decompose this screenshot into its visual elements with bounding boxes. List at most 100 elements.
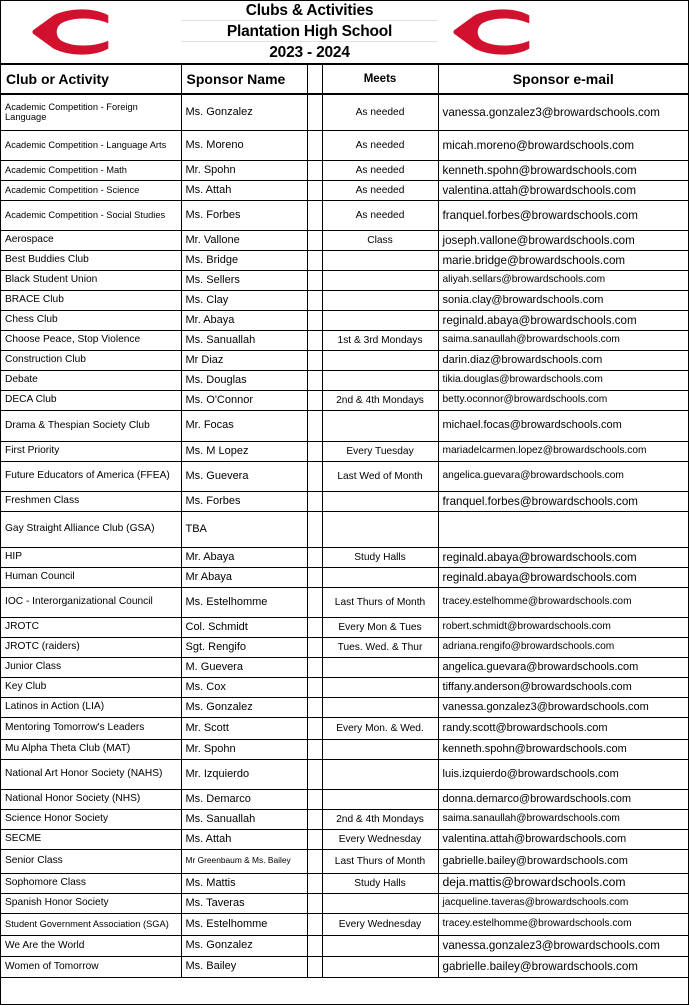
cell-meets — [322, 370, 439, 391]
table-row: Mu Alpha Theta Club (MAT) Mr. Spohn kennet… — [1, 739, 689, 760]
table-row: DECA Club Ms. O'Connor 2nd & 4th Mondays be… — [1, 390, 689, 411]
cell-spacer — [307, 657, 323, 678]
cell-club: First Priority — [1, 441, 182, 462]
cell-meets — [322, 697, 439, 718]
cell-club: SECME — [1, 829, 182, 850]
cell-spacer — [307, 130, 323, 161]
table-row: Drama & Thespian Society Club Mr. Focas mi… — [1, 410, 689, 442]
table-row: Freshmen Class Ms. Forbes franquel.forbes@… — [1, 491, 689, 512]
cell-sponsor: Ms. Gonzalez — [181, 94, 308, 131]
table-row: Science Honor Society Ms. Sanuallah 2nd & … — [1, 809, 689, 830]
cell-meets — [322, 491, 439, 512]
cell-sponsor: Ms. Forbes — [181, 491, 308, 512]
cell-club: DECA Club — [1, 390, 182, 411]
cell-email: reginald.abaya@browardschools.com — [438, 310, 689, 331]
cell-club: IOC - Interorganizational Council — [1, 587, 182, 618]
cell-meets — [322, 935, 439, 957]
cell-spacer — [307, 913, 323, 936]
cell-email: michael.focas@browardschools.com — [438, 410, 689, 442]
cell-email: randy.scott@browardschools.com — [438, 717, 689, 740]
cell-club: Key Club — [1, 677, 182, 698]
table-row: IOC - Interorganizational Council Ms. Est… — [1, 587, 689, 618]
cell-meets — [322, 350, 439, 371]
cell-club: Science Honor Society — [1, 809, 182, 830]
cell-spacer — [307, 441, 323, 462]
cell-spacer — [307, 491, 323, 512]
cell-email: kenneth.spohn@browardschools.com — [438, 739, 689, 760]
table-row: JROTC Col. Schmidt Every Mon & Tues robert.… — [1, 617, 689, 638]
cell-club: Student Government Association (SGA) — [1, 913, 182, 936]
cell-meets: As needed — [322, 180, 439, 201]
cell-club: BRACE Club — [1, 290, 182, 311]
cell-spacer — [307, 350, 323, 371]
cell-meets — [322, 739, 439, 760]
column-header-club: Club or Activity — [1, 63, 182, 95]
cell-spacer — [307, 567, 323, 588]
table-row: Latinos in Action (LIA) Ms. Gonzalez vanes… — [1, 697, 689, 718]
cell-sponsor: M. Guevera — [181, 657, 308, 678]
cell-club: Future Educators of America (FFEA) — [1, 461, 182, 492]
cell-email: darin.diaz@browardschools.com — [438, 350, 689, 371]
table-row: HIP Mr. Abaya Study Halls reginald.abaya@br… — [1, 547, 689, 568]
table-row: First Priority Ms. M Lopez Every Tuesday ma… — [1, 441, 689, 462]
cell-sponsor: Mr. Abaya — [181, 547, 308, 568]
cell-email: aliyah.sellars@browardschools.com — [438, 270, 689, 291]
cell-club: Latinos in Action (LIA) — [1, 697, 182, 718]
cell-spacer — [307, 250, 323, 271]
cell-email: tracey.estelhomme@browardschools.com — [438, 587, 689, 618]
table-row: JROTC (raiders) Sgt. Rengifo Tues. Wed. & … — [1, 637, 689, 658]
cell-sponsor: Mr Greenbaum & Ms. Bailey — [181, 849, 308, 874]
cell-meets — [322, 956, 439, 978]
title-line-2: Plantation High School — [181, 21, 439, 42]
cell-spacer — [307, 94, 323, 131]
table-row: Choose Peace, Stop Violence Ms. Sanuallah… — [1, 330, 689, 351]
table-row: Debate Ms. Douglas tikia.douglas@browardsc… — [1, 370, 689, 391]
cell-spacer — [307, 511, 323, 548]
cell-meets — [322, 789, 439, 810]
table-row: We Are the World Ms. Gonzalez vanessa.gonz… — [1, 935, 689, 957]
cell-sponsor: Mr. Abaya — [181, 310, 308, 331]
cell-spacer — [307, 587, 323, 618]
table-row: Key Club Ms. Cox tiffany.anderson@browards… — [1, 677, 689, 698]
cell-club: Junior Class — [1, 657, 182, 678]
cell-sponsor: Ms. Bailey — [181, 956, 308, 978]
cell-club: Black Student Union — [1, 270, 182, 291]
cell-email: adriana.rengifo@browardschools.com — [438, 637, 689, 658]
cell-email: reginald.abaya@browardschools.com — [438, 567, 689, 588]
document-header: Clubs & Activities Plantation High Schoo… — [1, 1, 688, 64]
table-row: Academic Competition - Language Arts Ms. … — [1, 130, 689, 161]
cell-email: tikia.douglas@browardschools.com — [438, 370, 689, 391]
cell-email: gabrielle.bailey@browardschools.com — [438, 956, 689, 978]
title-block: Clubs & Activities Plantation High Schoo… — [181, 1, 439, 64]
cell-spacer — [307, 310, 323, 331]
cell-club: Academic Competition - Social Studies — [1, 200, 182, 231]
cell-sponsor: Ms. Estelhomme — [181, 913, 308, 936]
cell-meets: Every Wednesday — [322, 913, 439, 936]
cell-sponsor: Ms. Guevera — [181, 461, 308, 492]
cell-meets: Study Halls — [322, 873, 439, 894]
column-header-sponsor: Sponsor Name — [181, 63, 308, 95]
school-c-logo-icon — [32, 9, 109, 55]
table-header-row: Club or Activity Sponsor Name Meets Spon… — [1, 63, 689, 95]
cell-sponsor: Ms. Attah — [181, 829, 308, 850]
cell-email: jacqueline.taveras@browardschools.com — [438, 893, 689, 914]
cell-club: Construction Club — [1, 350, 182, 371]
cell-spacer — [307, 829, 323, 850]
cell-club: Senior Class — [1, 849, 182, 874]
table-row: Junior Class M. Guevera angelica.guevara@b… — [1, 657, 689, 678]
cell-meets: As needed — [322, 130, 439, 161]
table-row: Human Council Mr Abaya reginald.abaya@brow… — [1, 567, 689, 588]
column-header-meets: Meets — [322, 63, 439, 95]
cell-meets — [322, 657, 439, 678]
cell-sponsor: Ms. Sellers — [181, 270, 308, 291]
cell-meets — [322, 270, 439, 291]
cell-club: Mentoring Tomorrow's Leaders — [1, 717, 182, 740]
table-row: National Art Honor Society (NAHS) Mr. Izq… — [1, 759, 689, 790]
column-header-spacer — [307, 63, 323, 95]
cell-sponsor: Ms. Demarco — [181, 789, 308, 810]
cell-sponsor: Ms. Douglas — [181, 370, 308, 391]
cell-email: luis.izquierdo@browardschools.com — [438, 759, 689, 790]
cell-sponsor: Ms. Forbes — [181, 200, 308, 231]
cell-sponsor: Sgt. Rengifo — [181, 637, 308, 658]
cell-meets — [322, 310, 439, 331]
